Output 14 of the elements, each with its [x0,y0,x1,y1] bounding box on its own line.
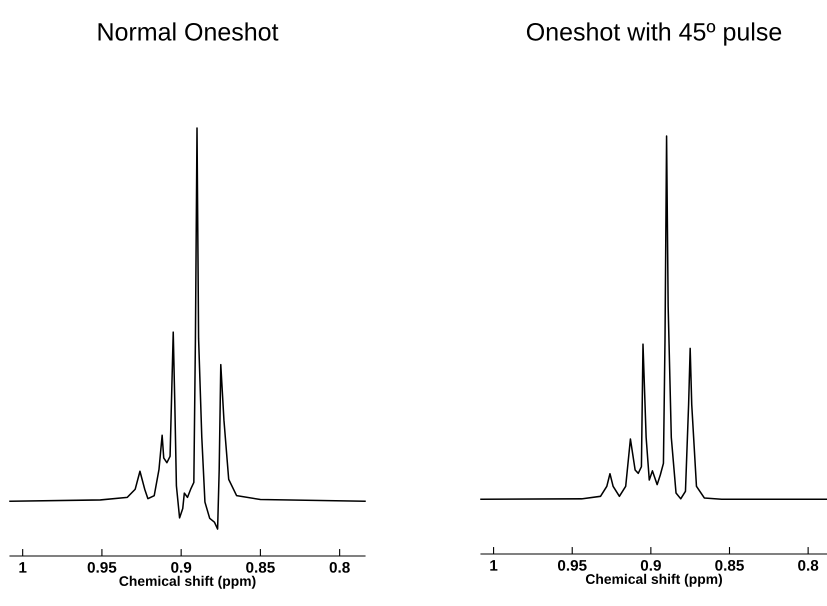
chart-title: Normal Oneshot [98,22,278,41]
x-axis-title: Chemical shift (ppm) [119,576,256,589]
x-tick-label: 0.8 [330,562,350,573]
chart-title: Oneshot with 45º pulse [526,22,782,46]
x-tick-label: 1 [19,562,26,573]
x-tick-label: 0.95 [558,560,587,571]
x-tick-label: 0.9 [171,562,192,573]
x-tick-label: 0.85 [715,560,744,571]
x-tick-label: 0.85 [246,562,275,573]
x-tick-label: 0.8 [798,560,818,571]
x-tick-label: 0.9 [640,560,661,571]
x-tick-label: 1 [490,560,498,571]
x-axis-title: Chemical shift (ppm) [586,574,722,587]
x-tick-label: 0.95 [88,562,116,573]
